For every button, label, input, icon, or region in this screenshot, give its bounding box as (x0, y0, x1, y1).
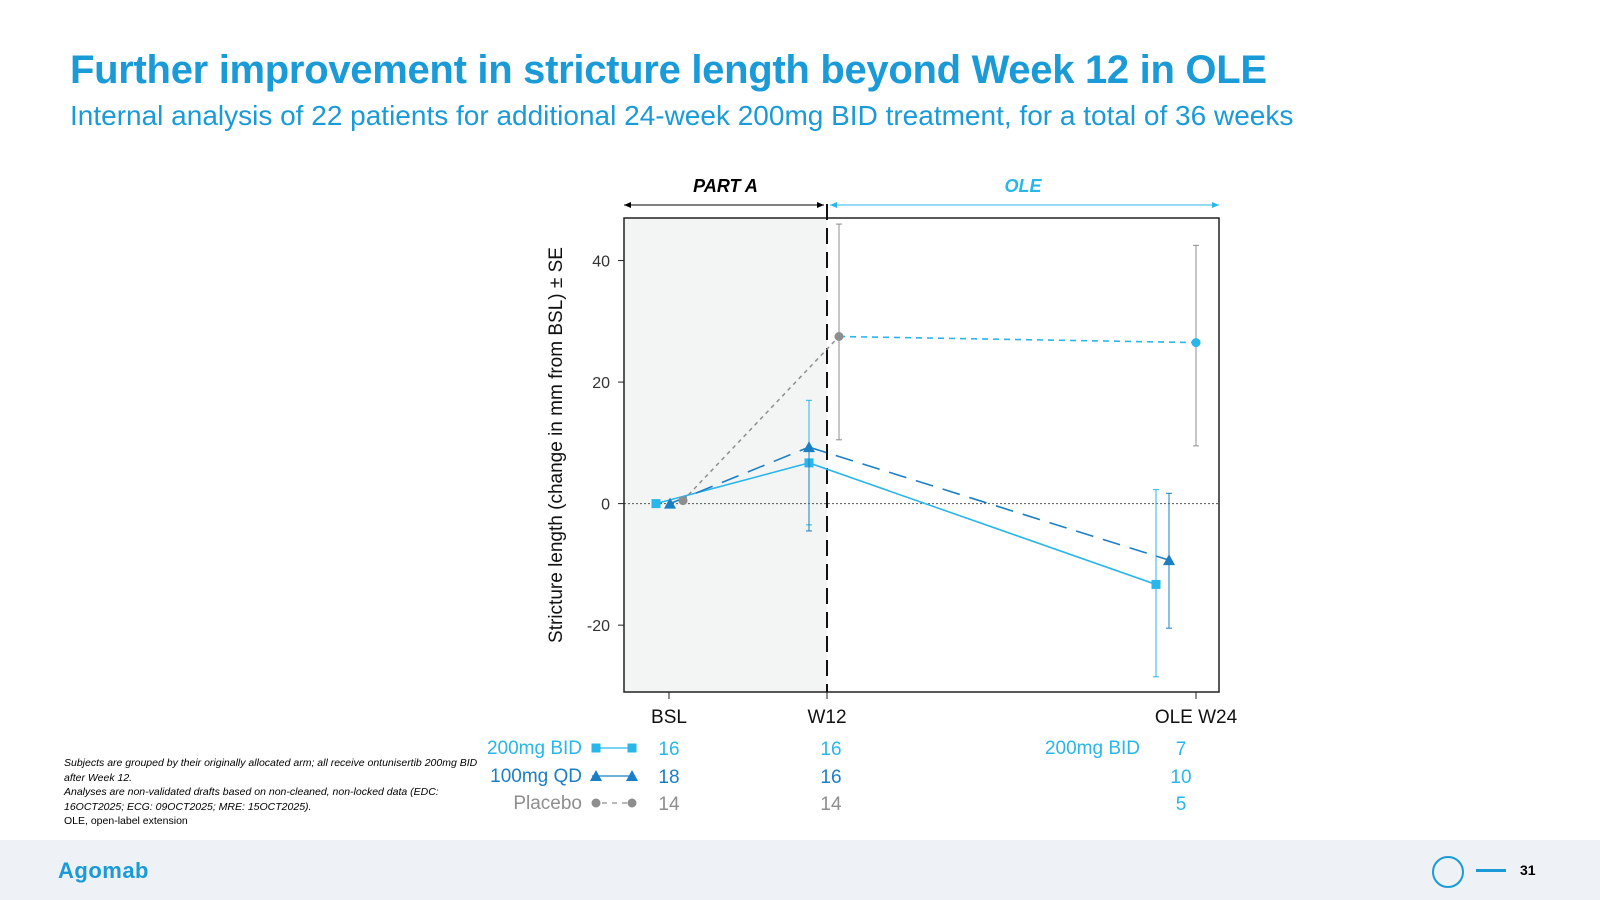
n-count-100mg-qd: 18 (658, 767, 679, 788)
part-a-shading (624, 218, 827, 692)
series-line-placebo (838, 335, 1197, 344)
circle-icon (1432, 856, 1464, 888)
legend-marker-100mg-qd (626, 770, 638, 781)
y-tick-label: 40 (592, 254, 610, 271)
n-count-100mg-qd: 10 (1170, 767, 1191, 788)
data-point-placebo (834, 332, 844, 341)
legend-label-placebo: Placebo (513, 793, 582, 814)
n-count-100mg-qd: 16 (820, 767, 841, 788)
legend-marker-placebo (627, 798, 637, 808)
y-tick-label: 0 (601, 497, 610, 514)
data-point-100mg-qd (1163, 554, 1175, 566)
series-line-100mg-qd (669, 446, 810, 505)
series-line-100mg-qd (808, 446, 1170, 561)
legend-marker-200mg-bid (591, 743, 601, 753)
slide-title: Further improvement in stricture length … (70, 48, 1267, 92)
ole-legend-label: 200mg BID (1045, 738, 1140, 759)
legend-marker-100mg-qd (590, 770, 602, 781)
data-point-200mg-bid (651, 499, 661, 509)
footer-bar (0, 840, 1600, 900)
footnote-abbreviation: OLE, open-label extension (64, 815, 188, 827)
n-count-placebo: 5 (1176, 794, 1187, 815)
agomab-logo: Agomab (58, 858, 149, 883)
stricture-length-chart: PART A OLE -20 0 20 40 Stricture length (chang… (487, 176, 1238, 815)
legend-marker-placebo (591, 798, 601, 808)
data-point-100mg-qd (803, 441, 815, 453)
footnote-analyses: Analyses are non-validated drafts based … (64, 786, 439, 813)
part-a-arrow-head-right (817, 202, 824, 208)
ole-label: OLE (1004, 176, 1042, 196)
y-tick-label: -20 (587, 618, 610, 635)
ole-arrow-head-right (1212, 202, 1219, 208)
x-tick-label: BSL (651, 707, 687, 728)
x-tick-label: OLE W24 (1155, 707, 1238, 728)
n-count-200mg-bid: 16 (820, 739, 841, 760)
data-point-200mg-bid (1151, 579, 1161, 589)
footnote-grouping: Subjects are grouped by their originally… (64, 757, 478, 784)
series-line-200mg-bid (808, 462, 1157, 586)
x-tick-label: W12 (807, 707, 846, 728)
footnotes: Subjects are grouped by their originally… (64, 756, 484, 829)
n-count-placebo: 14 (820, 794, 842, 815)
data-point-placebo (1191, 338, 1201, 348)
legend-marker-200mg-bid (627, 743, 637, 753)
legend-label-100mg-qd: 100mg QD (490, 766, 582, 787)
n-count-200mg-bid: 16 (658, 739, 679, 760)
data-point-100mg-qd (664, 497, 676, 509)
y-tick-label: 20 (592, 375, 610, 392)
y-axis-label: Stricture length (change in mm from BSL)… (546, 247, 567, 643)
slide-subtitle: Internal analysis of 22 patients for add… (70, 100, 1294, 131)
part-a-arrow-head-left (624, 202, 631, 208)
n-count-200mg-bid: 7 (1176, 739, 1187, 760)
dash-icon (1476, 869, 1506, 872)
legend-label-200mg-bid: 200mg BID (487, 738, 582, 759)
page-number: 31 (1520, 862, 1536, 878)
ole-arrow-head-left (830, 202, 837, 208)
part-a-label: PART A (693, 176, 758, 196)
plot-frame (623, 217, 1220, 693)
n-count-placebo: 14 (658, 794, 680, 815)
data-point-placebo (678, 496, 688, 506)
series-line-placebo (682, 335, 840, 502)
